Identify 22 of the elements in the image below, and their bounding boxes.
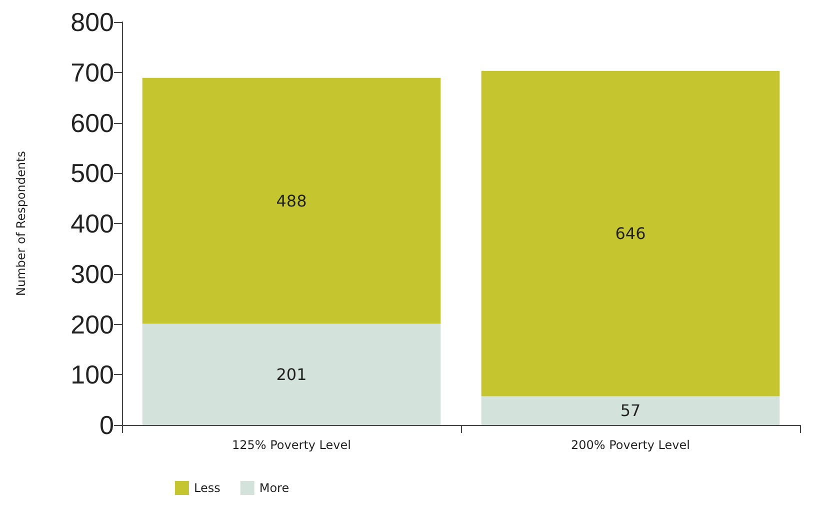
y-tick-label: 600 <box>70 108 114 138</box>
legend-label: Less <box>194 481 220 495</box>
y-tick-label: 300 <box>70 258 114 289</box>
bar <box>481 70 780 396</box>
y-tick-label: 200 <box>70 309 114 340</box>
x-tick-label: 125% Poverty Level <box>232 438 351 452</box>
y-tick-label: 800 <box>70 7 114 37</box>
y-tick-label: 500 <box>70 158 114 188</box>
data-label: 57 <box>620 401 641 420</box>
y-tick-label: 100 <box>70 360 114 390</box>
bar <box>481 396 780 425</box>
y-axis-title: Number of Respondents <box>14 151 28 296</box>
data-label: 201 <box>276 364 307 384</box>
data-label: 488 <box>276 191 307 210</box>
x-tick-label: 200% Poverty Level <box>571 438 690 452</box>
y-tick-label: 0 <box>100 410 114 440</box>
data-label: 646 <box>615 224 646 244</box>
y-tick-label: 400 <box>70 208 114 238</box>
y-tick-label: 700 <box>70 57 114 88</box>
bar <box>142 324 441 425</box>
legend-label: More <box>259 481 290 495</box>
bar <box>142 78 441 324</box>
